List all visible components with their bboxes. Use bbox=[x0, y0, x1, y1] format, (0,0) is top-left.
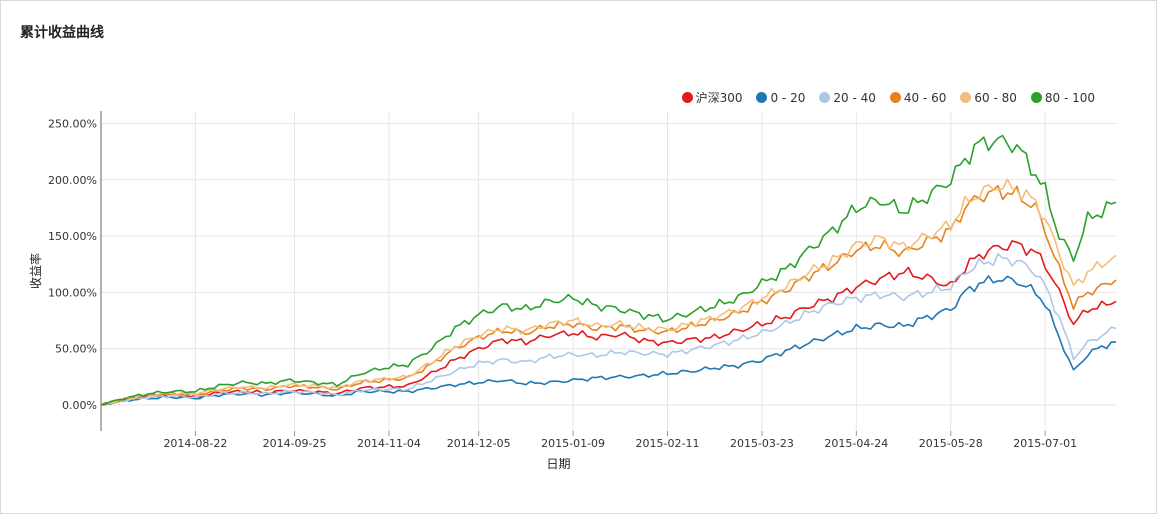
legend-item-4[interactable]: 60 - 80 bbox=[960, 89, 1017, 106]
y-axis-label: 收益率 bbox=[28, 253, 43, 289]
x-tick-label: 2015-01-09 bbox=[541, 437, 605, 450]
legend-label: 60 - 80 bbox=[974, 90, 1017, 105]
legend: 沪深300 0 - 20 20 - 40 40 - 60 60 - 80 80 - 100 bbox=[681, 89, 1095, 106]
legend-dot-icon bbox=[681, 92, 693, 103]
legend-dot-icon bbox=[1030, 92, 1042, 103]
x-tick-label: 2015-02-11 bbox=[636, 437, 700, 450]
series-line-5 bbox=[100, 134, 1117, 406]
x-tick-label: 2014-11-04 bbox=[357, 437, 421, 450]
y-tick-label: 50.00% bbox=[55, 343, 97, 356]
series-line-0 bbox=[100, 240, 1117, 406]
x-tick-label: 2014-08-22 bbox=[163, 437, 227, 450]
x-tick-label: 2015-05-28 bbox=[919, 437, 983, 450]
legend-item-2[interactable]: 20 - 40 bbox=[819, 89, 876, 106]
legend-dot-icon bbox=[889, 92, 901, 103]
y-tick-label: 100.00% bbox=[48, 286, 97, 299]
series-line-3 bbox=[100, 184, 1117, 406]
legend-dot-icon bbox=[819, 92, 831, 103]
legend-dot-icon bbox=[960, 92, 972, 103]
series-line-2 bbox=[100, 253, 1117, 406]
legend-label: 0 - 20 bbox=[770, 90, 806, 105]
legend-item-1[interactable]: 0 - 20 bbox=[756, 89, 805, 106]
legend-item-5[interactable]: 80 - 100 bbox=[1030, 89, 1095, 106]
x-tick-label: 2015-03-23 bbox=[730, 437, 794, 450]
chart-title: 累计收益曲线 bbox=[20, 25, 104, 41]
series-line-4 bbox=[100, 178, 1117, 406]
legend-item-3[interactable]: 40 - 60 bbox=[889, 89, 947, 106]
legend-item-0[interactable]: 沪深300 bbox=[681, 89, 743, 106]
legend-label: 沪深300 bbox=[695, 91, 743, 105]
legend-label: 20 - 40 bbox=[833, 90, 876, 105]
x-tick-label: 2015-07-01 bbox=[1013, 437, 1077, 450]
legend-label: 40 - 60 bbox=[903, 90, 947, 105]
x-tick-label: 2014-09-25 bbox=[263, 437, 327, 450]
legend-dot-icon bbox=[756, 92, 768, 103]
x-tick-label: 2014-12-05 bbox=[447, 437, 511, 450]
y-tick-label: 150.00% bbox=[48, 230, 97, 243]
x-axis-label: 日期 bbox=[546, 457, 570, 471]
y-tick-label: 0.00% bbox=[62, 399, 97, 412]
x-tick-label: 2015-04-24 bbox=[824, 437, 888, 450]
legend-label: 80 - 100 bbox=[1044, 90, 1095, 105]
y-tick-label: 200.00% bbox=[48, 174, 97, 187]
y-tick-label: 250.00% bbox=[48, 118, 97, 131]
